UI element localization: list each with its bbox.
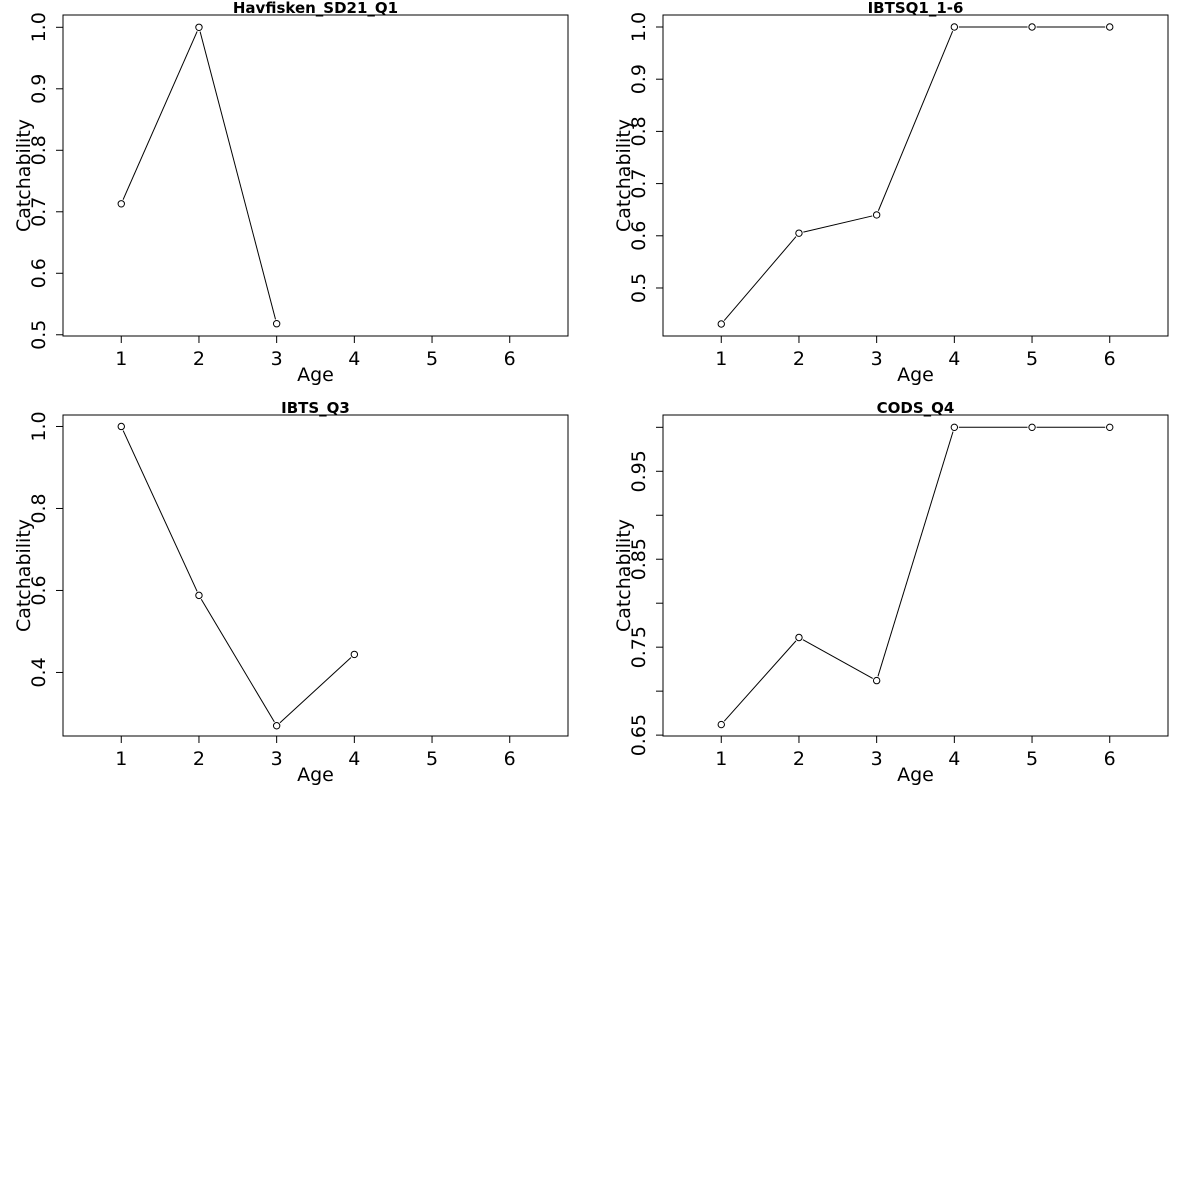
- y-tick-label: 0.5: [28, 320, 50, 350]
- x-tick-label: 2: [793, 748, 805, 770]
- y-tick-label: 0.4: [28, 657, 50, 687]
- y-tick-label: 0.7: [628, 168, 650, 198]
- data-point: [350, 650, 359, 659]
- x-axis-label: Age: [897, 364, 934, 386]
- y-tick-label: 0.6: [28, 575, 50, 605]
- x-tick-label: 2: [793, 348, 805, 370]
- x-tick-label: 3: [871, 348, 883, 370]
- data-point: [195, 591, 203, 600]
- series-line-segment: [802, 639, 873, 679]
- series-line-segment: [877, 431, 954, 677]
- data-point: [117, 422, 125, 431]
- series-line-segment: [279, 657, 352, 724]
- series-line-segment: [723, 236, 797, 321]
- chart-title: Havfisken_SD21_Q1: [233, 0, 398, 17]
- series-line-segment: [200, 598, 275, 723]
- y-tick-label: 0.6: [28, 258, 50, 288]
- y-tick-label: 0.85: [628, 538, 650, 580]
- x-tick-label: 2: [193, 348, 205, 370]
- y-tick-label: 1.0: [28, 411, 50, 441]
- data-point: [272, 320, 281, 328]
- x-tick-label: 6: [504, 748, 516, 770]
- y-tick-label: 0.9: [28, 74, 50, 104]
- data-point: [872, 676, 881, 685]
- y-tick-label: 0.65: [628, 714, 650, 756]
- x-tick-label: 3: [271, 748, 283, 770]
- data-point: [1106, 423, 1114, 432]
- x-tick-label: 1: [715, 748, 727, 770]
- x-tick-label: 5: [426, 348, 438, 370]
- y-axis-label: Catchability: [613, 119, 635, 232]
- x-tick-label: 5: [1026, 348, 1038, 370]
- data-point: [872, 211, 881, 219]
- series-line-segment: [122, 31, 198, 200]
- chart-panel-1: Havfisken_SD21_Q1 1 2 3 4 5 6 Age 0.5 0.6 0.7 0.8 0.…: [13, 0, 569, 386]
- series-line-segment: [122, 430, 198, 592]
- x-axis-label: Age: [297, 364, 334, 386]
- data-point: [1106, 23, 1114, 31]
- y-tick-label: 0.9: [628, 64, 650, 94]
- y-tick-label: 0.8: [28, 135, 50, 165]
- y-axis-label: Catchability: [613, 519, 635, 632]
- y-tick-label: 0.8: [628, 116, 650, 146]
- x-tick-label: 5: [426, 748, 438, 770]
- x-tick-label: 6: [1104, 748, 1116, 770]
- x-axis-label: Age: [297, 764, 334, 786]
- x-tick-label: 5: [1026, 748, 1038, 770]
- x-tick-label: 6: [1104, 348, 1116, 370]
- x-tick-label: 2: [193, 748, 205, 770]
- y-tick-label: 0.95: [628, 450, 650, 492]
- y-axis-label: Catchability: [13, 119, 35, 232]
- x-tick-label: 4: [348, 748, 360, 770]
- y-tick-label: 0.7: [28, 197, 50, 227]
- chart-panel-2: IBTSQ1_1-6 1 2 3 4 5 6 Age 0.5 0.6 0.7 0.8 0.9 1.0 Cat…: [613, 0, 1169, 386]
- x-tick-label: 3: [271, 348, 283, 370]
- data-point: [717, 720, 725, 729]
- x-tick-label: 1: [115, 748, 127, 770]
- x-tick-label: 3: [871, 748, 883, 770]
- y-tick-label: 0.6: [628, 221, 650, 251]
- x-tick-label: 6: [504, 348, 516, 370]
- series-line-segment: [877, 30, 954, 211]
- x-tick-label: 4: [348, 348, 360, 370]
- x-tick-label: 4: [948, 348, 960, 370]
- chart-title: IBTSQ1_1-6: [868, 0, 964, 17]
- data-point: [272, 722, 281, 730]
- x-tick-label: 1: [715, 348, 727, 370]
- data-point: [950, 23, 959, 31]
- chart-panel-4: CODS_Q4 1 2 3 4 5 6 Age 0.65 0.75 0.85 0.95 Catchabi…: [613, 399, 1169, 786]
- data-point: [950, 423, 959, 432]
- chart-panel-3: IBTS_Q3 1 2 3 4 5 6 Age 0.4 0.6 0.8 1.0 Catchability: [13, 399, 569, 786]
- y-axis-label: Catchability: [13, 519, 35, 632]
- plot-frame: [662, 14, 1169, 337]
- plot-frame: [62, 14, 569, 337]
- series-line-segment: [803, 215, 873, 233]
- y-tick-label: 1.0: [28, 12, 50, 42]
- y-tick-label: 0.8: [28, 493, 50, 523]
- data-point: [1028, 423, 1036, 432]
- chart-title: IBTS_Q3: [281, 399, 350, 417]
- data-point: [117, 200, 125, 208]
- plot-frame: [62, 414, 569, 737]
- series-line-segment: [199, 31, 276, 320]
- chart-title: CODS_Q4: [877, 399, 955, 417]
- x-tick-label: 4: [948, 748, 960, 770]
- plot-frame: [662, 414, 1169, 737]
- data-point: [795, 229, 803, 237]
- data-point: [1028, 23, 1036, 31]
- data-point: [195, 23, 203, 31]
- y-tick-label: 1.0: [628, 12, 650, 42]
- y-tick-label: 0.5: [628, 273, 650, 303]
- data-point: [717, 320, 725, 328]
- x-axis-label: Age: [897, 764, 934, 786]
- x-tick-label: 1: [115, 348, 127, 370]
- data-point: [795, 633, 803, 642]
- series-line-segment: [723, 640, 797, 722]
- y-tick-label: 0.75: [628, 626, 650, 668]
